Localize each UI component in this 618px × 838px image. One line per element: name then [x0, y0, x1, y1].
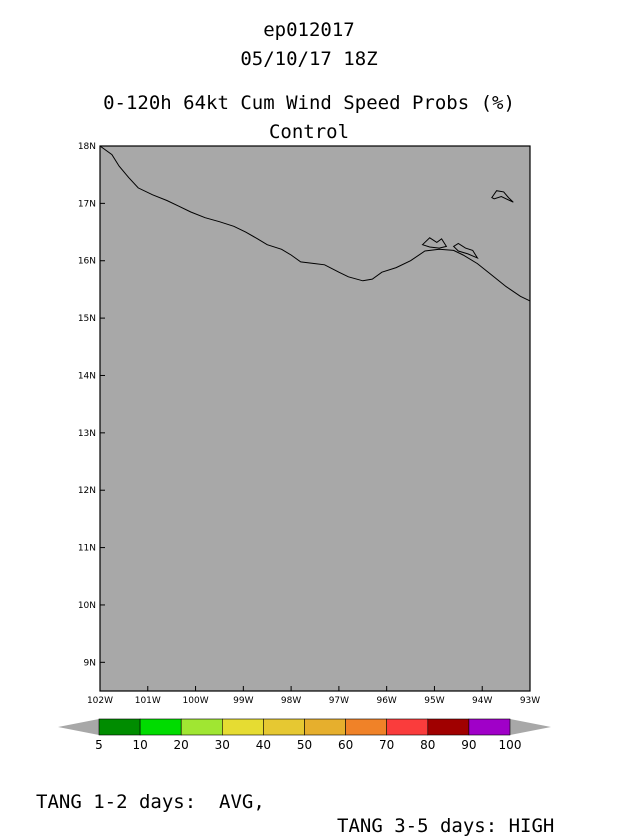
lat-label: 13N [78, 429, 96, 439]
coastline [99, 145, 531, 302]
legend-label: 30 [215, 738, 230, 752]
legend-swatch [427, 718, 470, 736]
legend-swatch [386, 718, 429, 736]
legend-swatch [222, 718, 264, 736]
legend-label: 10 [132, 738, 147, 752]
forecast-datetime: 05/10/17 18Z [240, 48, 378, 70]
lat-label: 10N [78, 601, 96, 611]
legend-swatch [468, 718, 511, 736]
legend-swatch [98, 718, 141, 736]
footer-long-range: TANG 3-5 days: HIGH [337, 815, 555, 837]
legend-swatch [263, 718, 305, 736]
legend-label: 80 [420, 738, 435, 752]
legend-label: 70 [379, 738, 394, 752]
lon-label: 97W [329, 696, 349, 706]
legend-label: 60 [338, 738, 353, 752]
footer-short-range: TANG 1-2 days: AVG, [36, 791, 265, 813]
legend-swatch [180, 718, 223, 736]
legend-arrow-high [510, 719, 551, 735]
lat-label: 9N [84, 658, 96, 668]
legend-swatch [345, 718, 388, 736]
lon-label: 93W [520, 696, 540, 706]
footer-strength: TANG 1-2 days: AVG, TANG 3-5 days: HIGH [0, 766, 618, 838]
lat-label: 12N [78, 486, 96, 496]
map-frame [99, 145, 531, 692]
legend-label: 90 [461, 738, 476, 752]
lon-label: 102W [87, 696, 113, 706]
legend-label: 20 [174, 738, 189, 752]
lat-label: 15N [78, 314, 96, 324]
lon-label: 100W [183, 696, 209, 706]
lon-label: 99W [233, 696, 253, 706]
lat-label: 17N [78, 199, 96, 209]
lon-label: 98W [281, 696, 301, 706]
lagoon-outline [421, 237, 448, 249]
lon-label: 95W [424, 696, 444, 706]
lon-label: 101W [135, 696, 161, 706]
legend-label: 100 [499, 738, 522, 752]
lat-label: 11N [78, 544, 96, 554]
probability-map: 18N 17N 16N 15N 14N 13N 12N 11N 10N 9N 102W 101W 100… [58, 142, 551, 752]
legend-label: 50 [297, 738, 312, 752]
lat-label: 14N [78, 371, 96, 381]
legend-label: 5 [95, 738, 103, 752]
legend-arrow-low [58, 719, 99, 735]
legend-swatch [139, 718, 182, 736]
lagoon-outline [491, 190, 514, 203]
product-title: 0-120h 64kt Cum Wind Speed Probs (%) [103, 92, 515, 114]
lat-label: 16N [78, 257, 96, 267]
lon-label: 96W [376, 696, 396, 706]
legend-swatch [304, 718, 346, 736]
storm-id: ep012017 [263, 19, 355, 41]
lon-label: 94W [472, 696, 492, 706]
lagoon-outline [452, 242, 479, 259]
run-label: Control [268, 121, 350, 143]
legend-label: 40 [256, 738, 271, 752]
lat-label: 18N [78, 142, 96, 152]
